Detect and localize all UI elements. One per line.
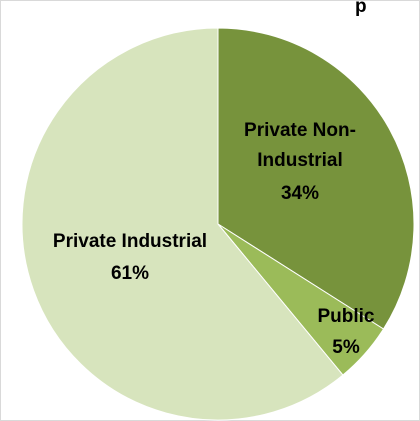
slice-value-private-non-industrial: 34% [281,183,319,204]
pie-slices [21,27,415,421]
slice-label-private-industrial: Private Industrial [53,231,207,252]
pie-labels: Private Non- Industrial 34% Public 5% Pr… [53,120,375,358]
slice-label-private-non-industrial-line1: Private Non- [244,120,356,141]
chart-title-fragment: p [355,0,367,17]
slice-private-non-industrial [217,27,415,330]
slice-private-industrial [21,27,344,421]
slice-label-private-non-industrial-line2: Industrial [257,150,343,171]
slice-value-private-industrial: 61% [111,263,149,284]
slice-label-public: Public [317,306,374,327]
slice-value-public: 5% [332,337,360,358]
